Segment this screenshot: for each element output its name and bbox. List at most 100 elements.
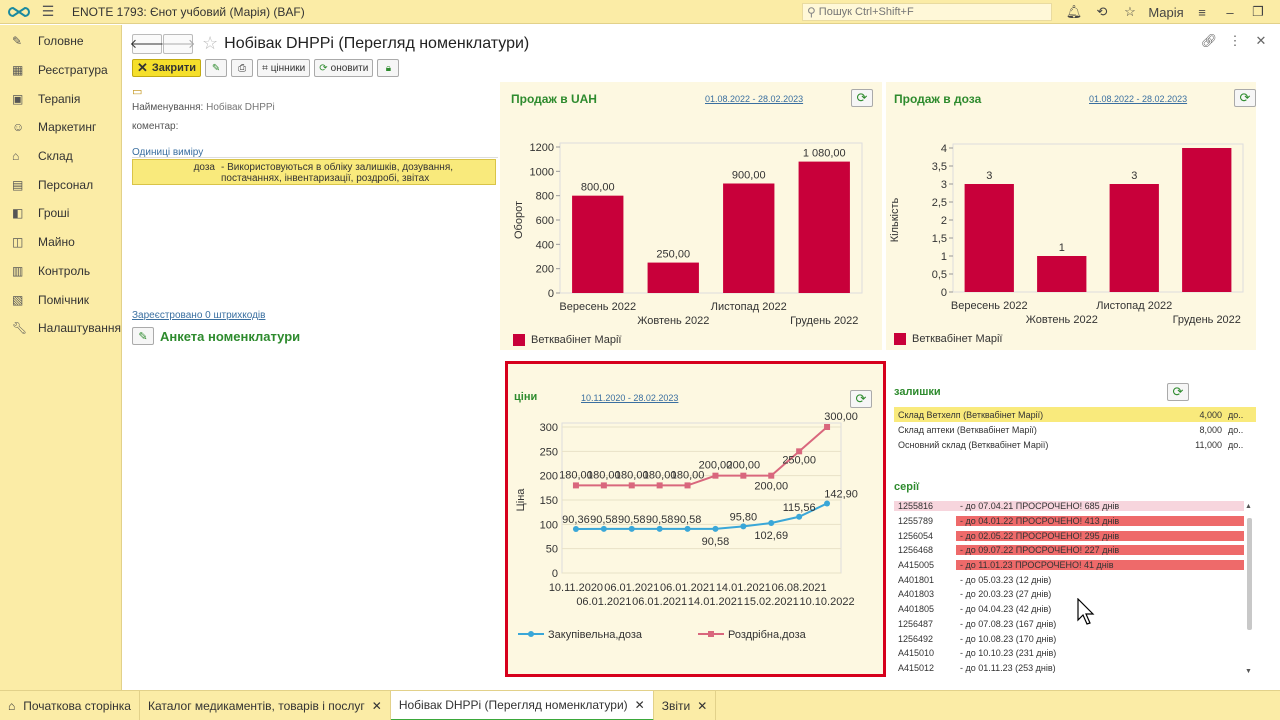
list-item[interactable]: A401803- до 20.03.23 (27 днів) — [898, 589, 1052, 600]
y-tick-label: 0 — [941, 287, 947, 299]
sales-uah-legend: Ветквабінет Марії — [513, 334, 621, 346]
sidebar-item-therapy[interactable]: ▣ Терапія — [12, 91, 81, 106]
data-point — [796, 448, 803, 455]
sidebar-item-property[interactable]: ◫ Майно — [12, 235, 75, 250]
sidebar-item-settings[interactable]: 🔧︎ Налаштування — [12, 321, 121, 336]
staff-icon: ▤ — [12, 177, 24, 192]
app-logo-icon[interactable] — [0, 6, 38, 18]
y-tick-label: 0 — [552, 568, 558, 580]
print-button[interactable]: ⎙ — [231, 59, 254, 77]
series-scrollbar[interactable]: ▲ ▼ — [1245, 503, 1254, 675]
list-item[interactable]: 1256492- до 10.08.23 (170 днів) — [898, 633, 1057, 644]
point-data-label: 180,00 — [643, 469, 677, 481]
stock-refresh-button[interactable]: ⟳ — [1167, 383, 1189, 401]
sidebar-item-assistant[interactable]: ▧ Помічник — [12, 292, 90, 307]
prices-panel: ціни 10.11.2020 - 28.02.2023 ⟳ 0 50 100 150… — [505, 361, 886, 677]
scroll-up-icon[interactable]: ▲ — [1245, 503, 1252, 510]
sidebar-item-main[interactable]: ✎ Головне — [12, 34, 84, 49]
comment-field[interactable]: коментар: — [132, 121, 179, 132]
bell-icon[interactable]: 🔔︎ — [1065, 4, 1083, 19]
close-button[interactable]: ✕ Закрити — [132, 59, 202, 77]
close-tab-icon[interactable]: ✕ — [634, 697, 645, 712]
sidebar-item-money[interactable]: ◧ Гроші — [12, 206, 70, 221]
star-icon[interactable]: ☆ — [1124, 4, 1136, 19]
refresh-button[interactable]: ⟳ оновити — [314, 59, 374, 77]
global-search[interactable]: ⚲ — [802, 3, 1052, 21]
x-tick-label: 10.10.2022 — [800, 596, 855, 608]
sidebar-item-warehouse[interactable]: ⌂ Склад — [12, 149, 73, 164]
list-item[interactable]: A415010- до 10.10.23 (231 днів) — [898, 648, 1057, 659]
image-icon[interactable]: ▭ — [132, 86, 143, 98]
x-tick-label: Листопад 2022 — [711, 301, 787, 313]
favorite-star-icon[interactable]: ☆ — [202, 33, 219, 53]
scrollbar-thumb[interactable] — [1247, 518, 1252, 630]
table-row[interactable]: Склад аптеки (Ветквабінет Марії) 8,000 до.… — [898, 424, 1244, 435]
settings-menu-icon[interactable]: ≡ — [1198, 4, 1206, 20]
search-icon: ⚲ — [807, 5, 816, 19]
user-name[interactable]: Марія — [1148, 4, 1184, 20]
y-tick-label: 3,5 — [932, 161, 947, 173]
series-table: 1255816- до 07.04.21 ПРОСРОЧЕНО! 685 дні… — [894, 499, 1244, 675]
tab-3[interactable]: Звіти ✕ — [654, 690, 717, 720]
sidebar-item-control[interactable]: ▥ Контроль — [12, 263, 91, 278]
table-row[interactable]: Склад Ветхелп (Ветквабінет Марії) 4,000 до… — [894, 407, 1256, 422]
list-item[interactable]: A415012- до 01.11.23 (253 днів) — [898, 662, 1056, 673]
link-icon[interactable]: 🔗︎ — [1200, 33, 1218, 48]
minimize-icon[interactable]: – — [1226, 4, 1234, 20]
sales-dose-panel: Продаж в доза 01.08.2022 - 28.02.2023 ⟳ … — [886, 82, 1256, 350]
list-item[interactable]: 1255816- до 07.04.21 ПРОСРОЧЕНО! 685 дні… — [894, 499, 1244, 514]
y-tick-label: 200 — [540, 471, 558, 483]
lock-button[interactable]: 🔒︎ — [377, 59, 400, 77]
tab-1[interactable]: Каталог медикаментів, товарів і послуг ✕ — [140, 690, 391, 720]
menu-icon[interactable]: ☰ — [41, 3, 55, 19]
scroll-down-icon[interactable]: ▼ — [1245, 668, 1252, 675]
data-point — [768, 472, 775, 479]
units-row[interactable]: доза - Використовуються в обліку залишкі… — [132, 159, 496, 185]
point-data-label: 102,69 — [754, 530, 788, 542]
pencil-icon: ✎ — [132, 327, 154, 345]
list-item[interactable]: A401801- до 05.03.23 (12 днів) — [898, 574, 1052, 585]
search-input[interactable] — [818, 6, 1039, 18]
series-title: серії — [894, 481, 920, 493]
series-line — [575, 426, 828, 487]
restore-icon[interactable]: ❐ — [1252, 4, 1264, 19]
sidebar-item-registry[interactable]: ▦ Реєстратура — [12, 63, 108, 78]
anketa-section[interactable]: ✎ Анкета номенклатури — [132, 327, 300, 345]
list-item[interactable]: 1255789- до 04.01.22 ПРОСРОЧЕНО! 413 дні… — [894, 514, 1244, 529]
tab-2[interactable]: Нобівак DHPPі (Перегляд номенклатури) ✕ — [390, 690, 654, 720]
close-form-icon[interactable]: ✕ — [1255, 33, 1267, 48]
data-point — [600, 482, 607, 489]
prices-period-link[interactable]: 10.11.2020 - 28.02.2023 — [581, 393, 679, 403]
list-item[interactable]: A401805- до 04.04.23 (42 днів) — [898, 604, 1052, 615]
prices-refresh-button[interactable]: ⟳ — [850, 390, 872, 408]
list-item[interactable]: A415005- до 11.01.23 ПРОСРОЧЕНО! 41 днів — [894, 558, 1244, 573]
sales-uah-refresh-button[interactable]: ⟳ — [851, 89, 873, 107]
legend-swatch — [513, 334, 525, 346]
forward-button[interactable]: 🡒 — [161, 33, 195, 54]
sales-dose-period-link[interactable]: 01.08.2022 - 28.02.2023 — [1089, 94, 1188, 104]
more-icon[interactable]: ⋮ — [1228, 33, 1242, 48]
units-title: Одиниці виміру — [132, 147, 204, 158]
bar — [572, 195, 624, 293]
x-tick-label: 14.01.2021 — [716, 582, 771, 594]
table-row[interactable]: Основний склад (Ветквабінет Марії) 11,000… — [898, 439, 1244, 450]
tab-0[interactable]: ⌂ Початкова сторінка — [0, 690, 140, 720]
close-tab-icon[interactable]: ✕ — [697, 698, 708, 713]
list-item[interactable]: 1256468- до 09.07.22 ПРОСРОЧЕНО! 227 дні… — [894, 543, 1244, 558]
x-tick-label: 06.08.2021 — [772, 582, 827, 594]
price-tags-button[interactable]: ⌗ цінники — [257, 59, 311, 77]
sidebar-item-marketing[interactable]: ☺ Маркетинг — [12, 120, 97, 135]
edit-button[interactable]: ✎ — [205, 59, 228, 77]
barcodes-link[interactable]: Зареєстровано 0 штрихкодів — [132, 310, 266, 321]
sales-dose-refresh-button[interactable]: ⟳ — [1234, 89, 1256, 107]
sales-uah-period-link[interactable]: 01.08.2022 - 28.02.2023 — [705, 94, 804, 104]
close-icon[interactable]: ✕ — [1272, 4, 1280, 20]
sidebar-item-staff[interactable]: ▤ Персонал — [12, 177, 94, 192]
point-data-label: 90,58 — [674, 514, 702, 526]
close-tab-icon[interactable]: ✕ — [371, 698, 382, 713]
list-item[interactable]: 1256054- до 02.05.22 ПРОСРОЧЕНО! 295 дні… — [894, 528, 1244, 543]
list-item[interactable]: 1256487- до 07.08.23 (167 днів) — [898, 618, 1057, 629]
back-button[interactable]: 🡐 — [130, 33, 164, 54]
lock-icon: 🔒︎ — [385, 62, 392, 74]
history-icon[interactable]: ⟲ — [1096, 4, 1108, 19]
